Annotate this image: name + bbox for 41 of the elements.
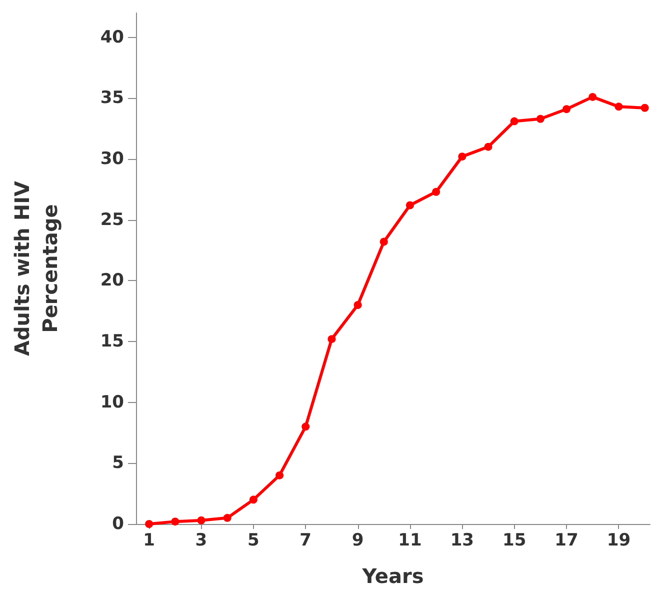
point	[432, 188, 440, 196]
point	[458, 152, 466, 161]
x-axis-title: Years	[361, 564, 424, 588]
x-tick-label: 5	[247, 530, 260, 550]
point	[406, 201, 414, 210]
y-axis-title: Adults with HIV Percentage	[10, 180, 62, 356]
x-tick-label: 1	[143, 530, 155, 550]
y-tick-label: 20	[100, 270, 124, 291]
point	[145, 520, 154, 528]
y-tick-label: 30	[100, 149, 124, 169]
point	[484, 142, 492, 151]
point	[197, 516, 206, 524]
point	[171, 518, 180, 526]
point	[328, 335, 336, 344]
point	[380, 238, 388, 246]
point	[562, 105, 571, 114]
x-tick-label: 7	[300, 530, 312, 550]
y-tick-label: 15	[100, 332, 124, 352]
x-tick-label: 19	[606, 530, 631, 550]
x-tick-label: 17	[554, 530, 578, 550]
y-tick-label: 10	[100, 392, 124, 412]
point	[536, 114, 544, 123]
point	[302, 422, 310, 431]
point	[249, 496, 258, 504]
point	[223, 514, 232, 522]
point	[354, 301, 362, 309]
point	[510, 117, 518, 126]
x-tick-label: 3	[195, 530, 208, 550]
x-tick-label: 9	[352, 530, 364, 550]
point	[588, 92, 597, 101]
y-tick-label: 35	[100, 88, 124, 108]
y-tick-label: 0	[112, 514, 124, 534]
y-tick-label: 25	[100, 210, 124, 230]
point	[614, 102, 623, 111]
point	[640, 104, 649, 112]
x-tick-label: 13	[450, 530, 474, 550]
y-tick-label: 40	[100, 27, 124, 48]
point	[276, 471, 284, 480]
x-tick-label: 11	[398, 530, 422, 550]
y-tick-label: 5	[112, 453, 124, 474]
x-tick-label: 15	[502, 530, 526, 550]
